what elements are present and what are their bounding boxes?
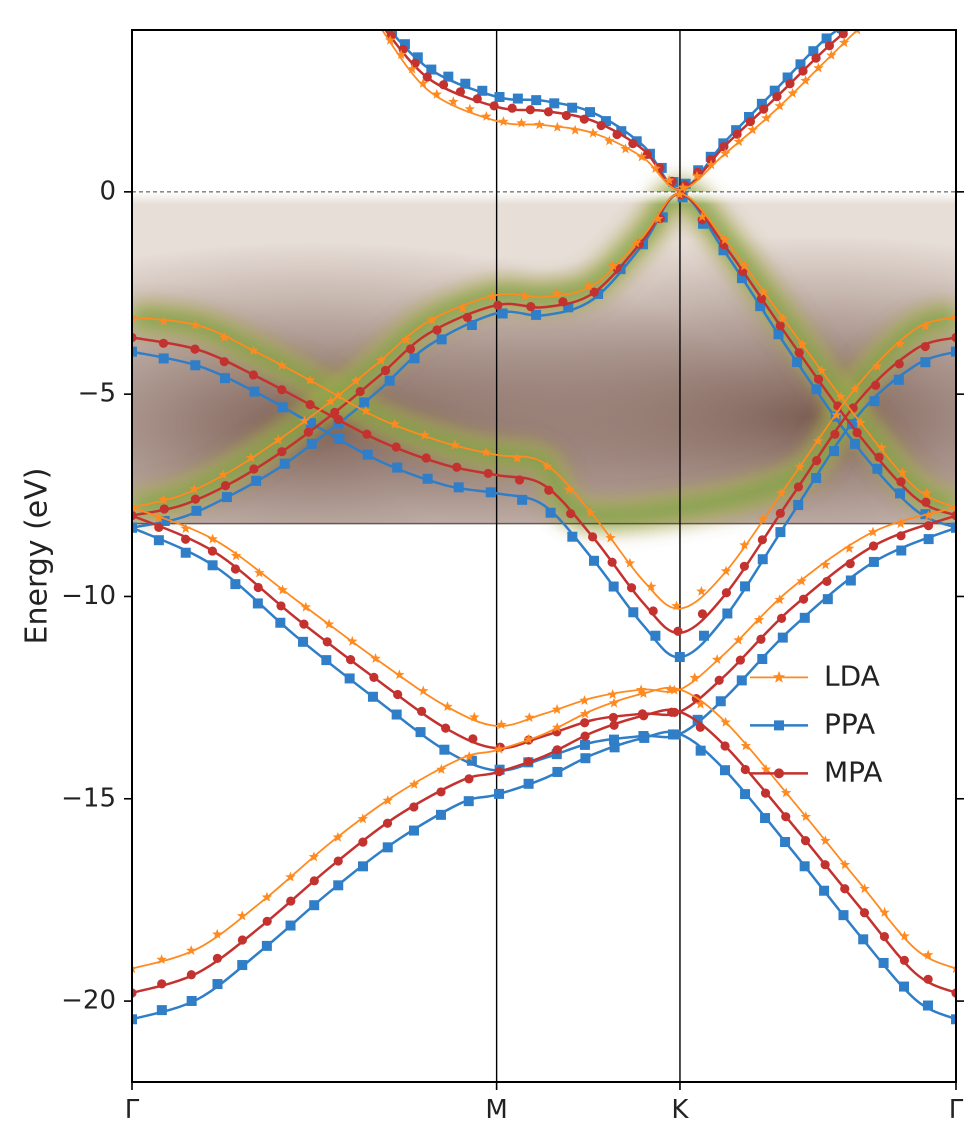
spectral-background — [132, 192, 956, 524]
band-line-lda — [132, 507, 956, 726]
legend-label: PPA — [824, 707, 875, 740]
ytick-label: −15 — [61, 783, 116, 813]
legend-label: LDA — [824, 659, 880, 692]
band-markers-ppa — [374, 13, 862, 189]
y-axis-label: Energy (eV) — [20, 468, 55, 645]
xtick-label: Γ — [125, 1095, 140, 1125]
ytick-label: −5 — [78, 379, 116, 409]
band-line-mpa — [132, 710, 956, 993]
band-line-lda — [379, 26, 857, 190]
chart-container: 0 −5 −10 −15 −20 Energy (eV) Γ M K Γ LDA PPA MPA — [0, 0, 976, 1136]
ytick-label: −20 — [61, 986, 116, 1016]
band-structure-chart: 0 −5 −10 −15 −20 Energy (eV) Γ M K Γ LDA PPA MPA — [0, 0, 976, 1136]
xtick-label: M — [485, 1095, 507, 1125]
xtick-label: K — [671, 1095, 689, 1125]
legend-label: MPA — [824, 755, 882, 788]
band-markers-lda — [127, 502, 961, 729]
band-line-mpa — [379, 22, 857, 190]
ytick-label: 0 — [99, 176, 116, 206]
legend: LDA PPA MPA — [750, 659, 882, 788]
band-markers-lda — [374, 20, 862, 191]
xtick-label: Γ — [949, 1095, 964, 1125]
ytick-label: −10 — [61, 581, 116, 611]
